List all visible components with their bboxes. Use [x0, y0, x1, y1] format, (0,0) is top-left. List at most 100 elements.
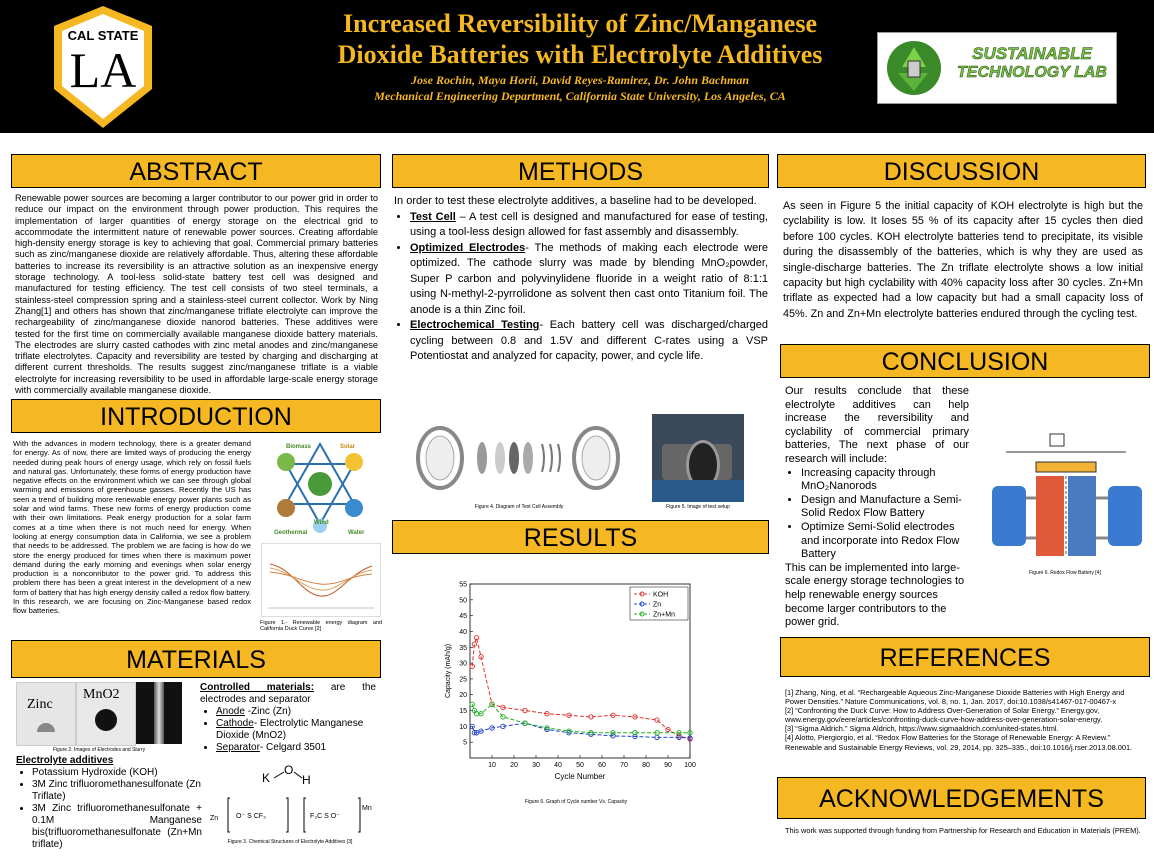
legend-marker: [639, 601, 645, 607]
electrolyte-title: Electrolyte additives: [16, 755, 114, 766]
data-point: [610, 730, 616, 736]
x-tick-label: 20: [510, 762, 518, 769]
data-point: [544, 725, 550, 731]
acknowledgements-text: This work was supported through funding …: [785, 826, 1141, 835]
electrolyte-item: 3M Zinc trifluoromethanesulfonate + 0.1M…: [32, 803, 202, 851]
controlled-title: Controlled materials:: [200, 682, 315, 693]
x-tick-label: 90: [664, 762, 672, 769]
label-biomass: Biomass: [286, 444, 312, 450]
controlled-rest: are the electrodes and separator: [200, 682, 376, 705]
y-tick-label: 10: [459, 724, 467, 731]
duck-curve-chart: [261, 543, 381, 617]
data-point: [522, 707, 528, 714]
svg-text:O: O: [284, 763, 293, 777]
data-point: [665, 726, 671, 733]
title-line-2: Dioxide Batteries with Electrolyte Addit…: [337, 40, 823, 69]
y-tick-label: 50: [459, 597, 467, 604]
introduction-text: With the advances in modern technology, …: [13, 439, 251, 616]
data-point: [473, 635, 480, 641]
data-point: [566, 712, 572, 718]
data-point: [469, 663, 475, 669]
data-point: [588, 730, 594, 736]
recycle-icon: [887, 41, 941, 95]
data-point: [654, 717, 660, 723]
material-item: Anode -Zinc (Zn): [216, 706, 376, 718]
legend-marker: [639, 591, 645, 597]
discussion-text: As seen in Figure 5 the initial capacity…: [783, 200, 1143, 320]
mno2-electrode-image: MnO2: [76, 682, 136, 746]
zinc-label: Zinc: [27, 697, 53, 712]
label-geothermal: Geothermal: [274, 530, 308, 536]
slurry-image: [136, 682, 182, 744]
legend-box: [629, 586, 689, 621]
x-axis-label: Cycle Number: [555, 772, 606, 781]
data-point: [610, 733, 616, 739]
x-tick-label: 60: [598, 762, 606, 769]
fig2-caption: Figure 2. Images of Electrodes and Slurr…: [52, 747, 146, 753]
fig4-caption: Figure 4. Diagram of Test Cell Assembly: [474, 504, 564, 510]
chemical-structures-image: K O H Zn O⁻ S CF₃ F₃C S O⁻ Mn: [208, 760, 378, 838]
renewable-energy-diagram: Biomass Solar Wind Geothermal Water: [258, 436, 382, 540]
reference-item: [4] Alotto, Piergiorgio, et al. “Redox F…: [785, 733, 1133, 752]
x-tick-label: 100: [684, 762, 696, 769]
data-point: [610, 712, 616, 718]
fig7-caption: Figure 6. Redox Flow Battery [4]: [1029, 570, 1101, 576]
series-line-zn: [471, 722, 691, 739]
poster-authors: Jose Rochin, Maya Horii, David Reyes-Ram…: [260, 72, 900, 104]
series-line-koh: [471, 636, 691, 740]
data-point: [500, 714, 506, 720]
x-tick-label: 10: [488, 762, 496, 769]
data-point: [566, 730, 572, 736]
test-setup-image: [652, 414, 744, 502]
poster-title: Increased Reversibility of Zinc/Manganes…: [260, 8, 900, 70]
methods-item: Test Cell – A test cell is designed and …: [410, 210, 768, 241]
data-point: [687, 735, 693, 741]
series-line-zn-mn: [471, 703, 690, 734]
fig5-caption: Figure 5. Image of test setup: [666, 504, 730, 510]
test-cell-diagram: [410, 420, 628, 502]
data-point: [471, 730, 478, 736]
methods-text: In order to test these electrolyte addit…: [394, 194, 768, 365]
svg-text:K: K: [262, 771, 270, 785]
data-point: [500, 704, 506, 711]
svg-text:F₃C S O⁻: F₃C S O⁻: [310, 813, 340, 820]
data-point: [500, 723, 506, 730]
data-point: [687, 730, 693, 736]
x-tick-label: 70: [620, 762, 628, 769]
controlled-materials: Controlled materials: are the electrodes…: [200, 682, 376, 754]
data-point: [469, 723, 475, 730]
label-wind: Wind: [314, 520, 329, 526]
logo-cal-state-text: CAL STATE: [67, 28, 139, 43]
data-point: [632, 733, 638, 740]
legend-label: Zn+Mn: [653, 612, 675, 619]
zinc-electrode-image: Zinc: [16, 682, 76, 746]
results-heading: RESULTS: [392, 520, 769, 554]
plot-area: [469, 583, 691, 759]
data-point: [544, 726, 550, 733]
logo-stl-line2: TECHNOLOGY LAB: [957, 64, 1107, 82]
conclusion-item: Optimize Semi-Solid electrodes and incor…: [801, 521, 969, 562]
mno2-label: MnO2: [83, 687, 120, 702]
legend-marker: [639, 611, 645, 617]
x-tick-label: 30: [532, 762, 540, 769]
materials-heading: MATERIALS: [11, 640, 381, 678]
title-line-1: Increased Reversibility of Zinc/Manganes…: [343, 9, 817, 38]
reference-item: [2] “Confronting the Duck Curve: How to …: [785, 706, 1103, 725]
material-item: Cathode- Electrolytic Manganese Dioxide …: [216, 718, 376, 742]
electrolyte-additives: Electrolyte additives Potassium Hydroxid…: [16, 755, 202, 851]
introduction-heading: INTRODUCTION: [11, 399, 381, 433]
x-tick-label: 50: [576, 762, 584, 769]
label-water: Water: [348, 530, 365, 536]
acknowledgements-heading: ACKNOWLEDGEMENTS: [777, 777, 1146, 819]
y-tick-label: 35: [459, 645, 467, 652]
redox-flow-battery-diagram: [986, 428, 1146, 568]
data-point: [478, 654, 484, 660]
capacity-chart: 5 10 15 20 25 30 35 40 45 50 55 10 20 30 40 50 60 70 80 90 1…: [440, 578, 706, 790]
sustainable-technology-lab-logo: SUSTAINABLE TECHNOLOGY LAB: [877, 32, 1117, 104]
fig3-caption: Figure 3. Chemical Structures of Electro…: [227, 839, 353, 845]
references-list: [1] Zhang, Ning, et al. “Rechargeable Aq…: [785, 688, 1145, 752]
data-point: [654, 730, 660, 736]
methods-heading: METHODS: [392, 154, 769, 188]
data-point: [471, 641, 478, 647]
references-heading: REFERENCES: [780, 637, 1150, 677]
